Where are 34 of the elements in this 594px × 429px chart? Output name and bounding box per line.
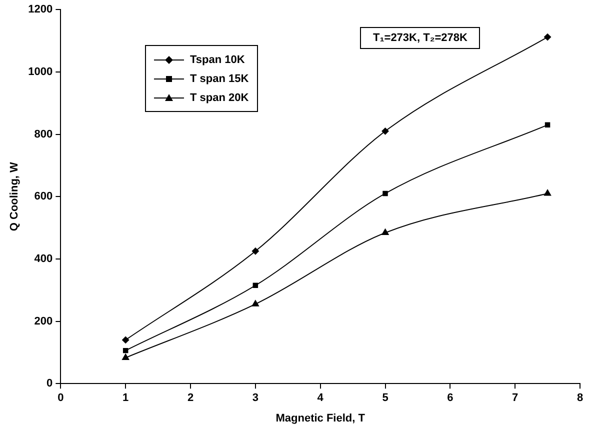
- point: [544, 122, 550, 128]
- annotation: T₁=273K, T₂=278K: [360, 27, 480, 49]
- y-tick-label: 0: [46, 378, 53, 390]
- y-tick-label: 400: [34, 252, 53, 265]
- point: [544, 189, 552, 196]
- legend-label: T span 20K: [190, 92, 249, 104]
- point: [544, 34, 552, 41]
- point: [122, 348, 128, 354]
- x-tick-label: 7: [512, 392, 518, 404]
- y-tick-label: 800: [34, 128, 53, 140]
- legend-label: Tspan 10K: [190, 54, 245, 66]
- point: [122, 354, 130, 360]
- point: [252, 282, 258, 288]
- point: [382, 228, 389, 236]
- x-axis-title: Magnetic Field, T: [276, 412, 366, 424]
- y-axis-title: Q Cooling, W: [8, 161, 21, 232]
- legend-label: T span 15K: [190, 72, 249, 84]
- x-tick-label: 4: [317, 392, 324, 404]
- x-tick-label: 5: [382, 392, 388, 404]
- x-tick-label: 3: [252, 392, 258, 404]
- x-tick-label: 6: [447, 392, 454, 404]
- x-tick-label: 2: [187, 392, 194, 404]
- point: [252, 300, 259, 306]
- point: [382, 128, 389, 135]
- x-tick-label: 1: [122, 392, 129, 404]
- y-tick-label: 1200: [28, 4, 53, 16]
- x-tick-label: 0: [58, 392, 64, 404]
- y-tick-label: 1000: [28, 66, 53, 78]
- y-tick-label: 200: [34, 315, 53, 328]
- point: [122, 336, 130, 344]
- point: [252, 248, 259, 255]
- point: [382, 190, 388, 196]
- y-tick-label: 600: [34, 190, 53, 203]
- x-tick-label: 8: [576, 392, 584, 404]
